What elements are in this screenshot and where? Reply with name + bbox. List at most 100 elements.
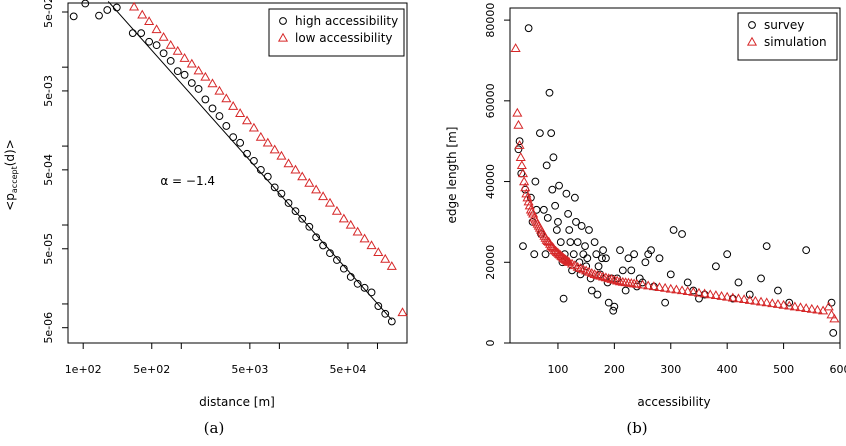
data-point-triangle: [637, 279, 648, 289]
data-point-triangle: [727, 292, 738, 302]
data-point-circle: [585, 226, 593, 234]
data-point-triangle: [589, 269, 600, 279]
x-tick-label: 5e+04: [329, 363, 366, 376]
legend-label: low accessibility: [295, 31, 393, 45]
data-point-triangle: [612, 275, 623, 285]
data-point-triangle: [575, 263, 586, 272]
data-point-triangle: [600, 272, 611, 282]
data-point-circle: [187, 79, 196, 87]
data-point-triangle: [603, 273, 614, 283]
data-point-circle: [555, 181, 563, 190]
data-point-triangle: [572, 261, 583, 271]
data-point-triangle: [551, 246, 562, 256]
data-point-circle: [326, 249, 334, 258]
data-point-circle: [549, 153, 558, 162]
data-point-triangle: [510, 43, 521, 53]
data-point-triangle: [801, 303, 812, 312]
panel-a-plot-frame: [67, 2, 408, 344]
data-point-triangle: [311, 184, 322, 194]
x-tick-label: 1e+02: [65, 363, 102, 376]
data-point-triangle: [366, 240, 377, 250]
data-point-circle: [573, 238, 582, 246]
panel-a-x-axis-label: distance [m]: [199, 395, 275, 409]
x-tick-label: 5e+02: [133, 363, 170, 376]
data-point-circle: [554, 218, 562, 226]
data-point-triangle: [235, 108, 246, 117]
data-point-circle: [539, 205, 548, 214]
panel-b-points: [510, 24, 840, 337]
data-point-circle: [95, 11, 103, 20]
data-point-triangle: [583, 266, 595, 276]
data-point-circle: [581, 242, 589, 251]
data-point-triangle: [248, 122, 259, 132]
data-point-circle: [587, 286, 596, 295]
data-point-triangle: [144, 16, 155, 26]
data-point-circle: [644, 250, 653, 259]
data-point-triangle: [373, 247, 384, 257]
data-point-circle: [515, 137, 524, 146]
data-point-triangle: [722, 291, 733, 301]
legend-box: [737, 12, 838, 61]
legend-marker-circle: [748, 21, 756, 29]
y-tick-label: 5e-03: [42, 75, 55, 107]
data-point-triangle: [654, 282, 665, 291]
data-point-triangle: [739, 294, 750, 304]
data-point-circle: [627, 266, 636, 275]
data-point-triangle: [514, 140, 525, 149]
data-point-triangle: [586, 267, 597, 277]
panel-a-y-axis-label: <paccept(d)>: [3, 139, 19, 211]
data-point-circle: [69, 12, 78, 21]
data-point-circle: [277, 189, 286, 198]
data-point-circle: [641, 258, 650, 267]
data-point-triangle: [592, 269, 603, 279]
data-point-circle: [524, 24, 533, 33]
data-point-triangle: [812, 304, 823, 314]
data-point-circle: [655, 254, 664, 263]
data-point-triangle: [682, 286, 693, 295]
y-tick-label: 0: [484, 340, 497, 347]
data-point-circle: [201, 95, 210, 104]
data-point-triangle: [578, 264, 589, 274]
data-point-circle: [215, 112, 224, 120]
legend-box: [268, 8, 405, 57]
data-point-triangle: [823, 301, 834, 311]
data-point-triangle: [283, 158, 294, 168]
panel-a-ticks: 1e+02 5e+02 5e+03 5e+04 5e-02 5e-03 5e-04 5e-05…: [42, 0, 378, 376]
data-point-circle: [757, 274, 765, 283]
data-point-triangle: [522, 192, 533, 202]
data-point-triangle: [643, 280, 654, 290]
data-point-circle: [829, 329, 838, 337]
data-point-triangle: [563, 256, 574, 266]
data-point-circle: [562, 189, 571, 198]
data-point-triangle: [750, 295, 761, 305]
data-point-circle: [711, 262, 720, 271]
data-point-circle: [802, 246, 811, 255]
data-point-circle: [514, 145, 523, 154]
data-point-circle: [519, 242, 527, 251]
data-point-triangle: [241, 115, 253, 125]
data-point-triangle: [806, 303, 817, 313]
data-point-triangle: [688, 286, 699, 296]
y-tick-label: 5e-05: [42, 233, 55, 265]
data-point-triangle: [606, 274, 617, 283]
data-point-triangle: [778, 299, 789, 309]
data-point-triangle: [158, 31, 169, 41]
data-point-circle: [381, 309, 390, 318]
data-point-circle: [785, 298, 794, 307]
data-point-circle: [250, 156, 258, 165]
data-point-circle: [543, 213, 552, 222]
data-point-circle: [583, 254, 592, 263]
data-point-circle: [734, 278, 743, 287]
data-point-triangle: [151, 24, 162, 34]
data-point-triangle: [693, 287, 705, 297]
legend-label: survey: [764, 18, 804, 32]
data-point-triangle: [554, 248, 565, 258]
data-point-triangle: [269, 144, 280, 154]
data-point-triangle: [386, 261, 397, 270]
panel-a-legend: high accessibility low accessibility: [268, 8, 405, 57]
data-point-triangle: [519, 176, 530, 186]
data-point-triangle: [304, 177, 315, 187]
data-point-circle: [610, 302, 619, 311]
data-point-circle: [263, 172, 272, 181]
data-point-triangle: [331, 205, 342, 215]
